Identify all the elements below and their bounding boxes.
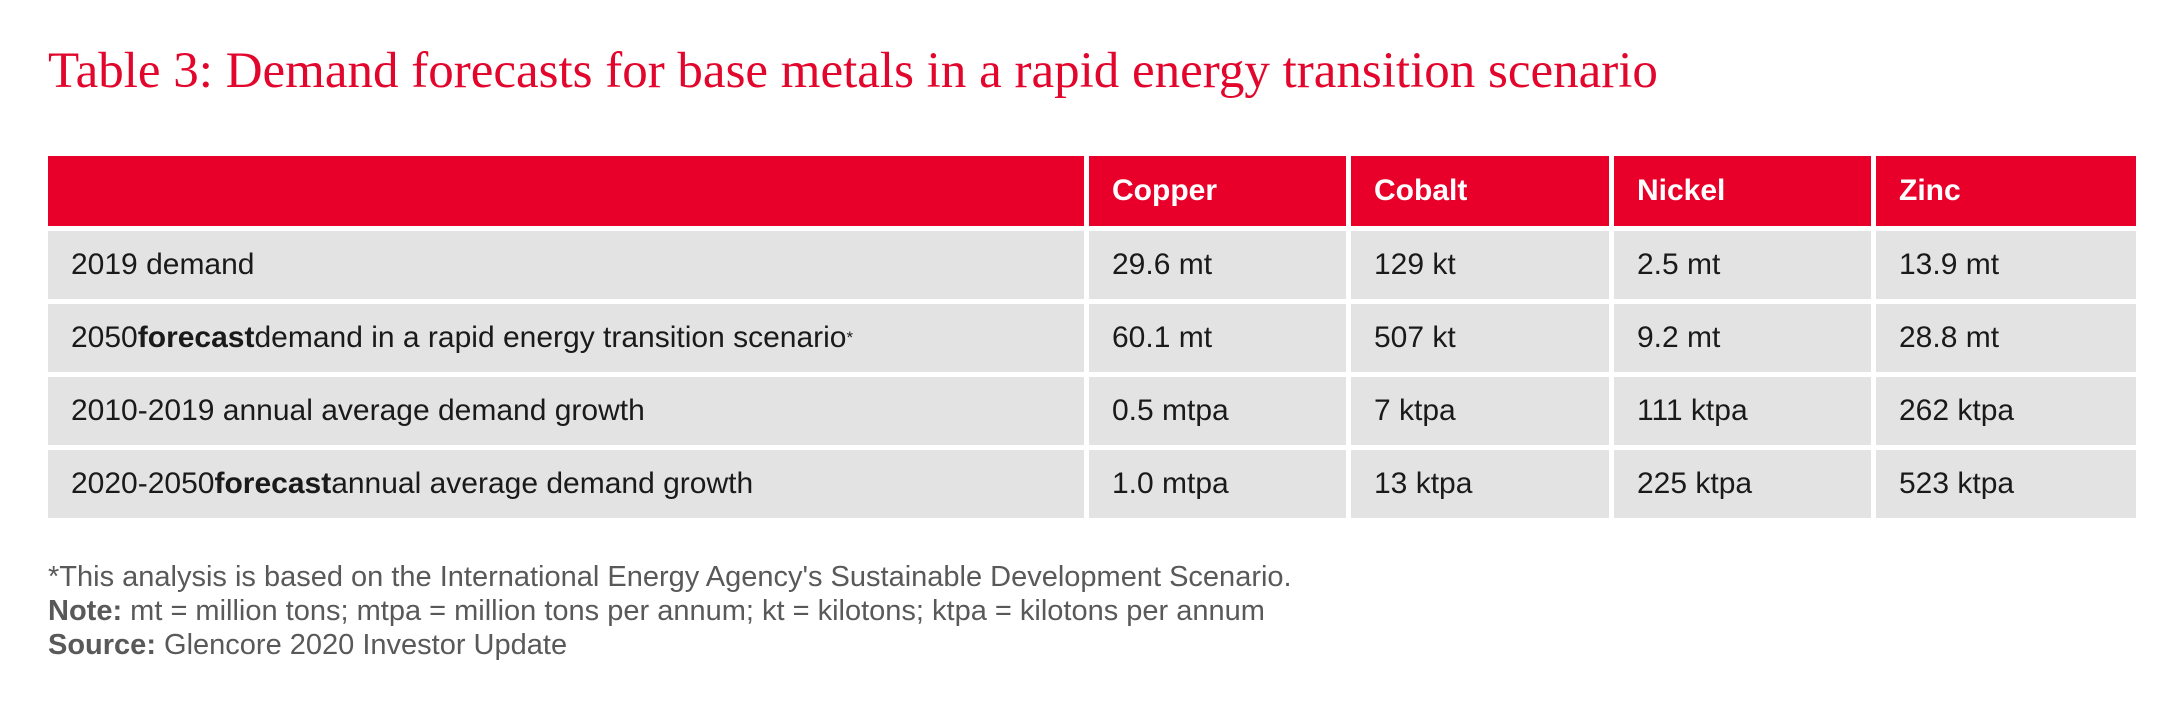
cell-copper: 29.6 mt xyxy=(1089,231,1346,299)
cell-cobalt: 7 ktpa xyxy=(1351,377,1609,445)
table-row: 2050 forecast demand in a rapid energy t… xyxy=(48,304,2136,377)
source-text: Glencore 2020 Investor Update xyxy=(155,629,568,661)
cell-zinc: 28.8 mt xyxy=(1876,304,2136,372)
row-label-text: 2020-2050 xyxy=(71,467,215,500)
row-label: 2019 demand xyxy=(48,231,1084,299)
cell-cobalt: 13 ktpa xyxy=(1351,450,1609,518)
source-label: Source: xyxy=(48,629,156,661)
header-cell-zinc: Zinc xyxy=(1876,156,2136,226)
note-text: mt = million tons; mtpa = million tons p… xyxy=(122,595,1265,627)
row-label-text: 2050 xyxy=(71,321,138,354)
header-cell-label xyxy=(48,156,1084,226)
cell-zinc: 262 ktpa xyxy=(1876,377,2136,445)
cell-nickel: 225 ktpa xyxy=(1614,450,1871,518)
cell-nickel: 9.2 mt xyxy=(1614,304,1871,372)
row-label-bold: forecast xyxy=(137,321,255,354)
row-label: 2050 forecast demand in a rapid energy t… xyxy=(48,304,1084,372)
cell-copper: 60.1 mt xyxy=(1089,304,1346,372)
cell-copper: 1.0 mtpa xyxy=(1089,450,1346,518)
row-label-text: 2019 demand xyxy=(71,248,255,281)
table-notes: *This analysis is based on the Internati… xyxy=(48,560,1292,662)
row-label-rest: annual average demand growth xyxy=(331,467,754,500)
cell-cobalt: 507 kt xyxy=(1351,304,1609,372)
row-label-text: 2010-2019 annual average demand growth xyxy=(71,394,645,427)
row-label: 2020-2050 forecast annual average demand… xyxy=(48,450,1084,518)
header-cell-copper: Copper xyxy=(1089,156,1346,226)
cell-nickel: 2.5 mt xyxy=(1614,231,1871,299)
table-row: 2010-2019 annual average demand growth 0… xyxy=(48,377,2136,450)
row-label: 2010-2019 annual average demand growth xyxy=(48,377,1084,445)
cell-nickel: 111 ktpa xyxy=(1614,377,1871,445)
note-label: Note: xyxy=(48,595,123,627)
table-row: 2020-2050 forecast annual average demand… xyxy=(48,450,2136,523)
cell-cobalt: 129 kt xyxy=(1351,231,1609,299)
table-header-row: Copper Cobalt Nickel Zinc xyxy=(48,156,2136,231)
cell-zinc: 13.9 mt xyxy=(1876,231,2136,299)
row-label-bold: forecast xyxy=(214,467,332,500)
cell-copper: 0.5 mtpa xyxy=(1089,377,1346,445)
table-title: Table 3: Demand forecasts for base metal… xyxy=(48,43,1658,99)
source-line: Source: Glencore 2020 Investor Update xyxy=(48,628,1292,662)
table-row: 2019 demand 29.6 mt 129 kt 2.5 mt 13.9 m… xyxy=(48,231,2136,304)
cell-zinc: 523 ktpa xyxy=(1876,450,2136,518)
demand-forecast-table: Copper Cobalt Nickel Zinc 2019 demand 29… xyxy=(48,156,2136,523)
row-label-rest: demand in a rapid energy transition scen… xyxy=(254,321,847,354)
header-cell-nickel: Nickel xyxy=(1614,156,1871,226)
footnote: *This analysis is based on the Internati… xyxy=(48,561,1292,593)
header-cell-cobalt: Cobalt xyxy=(1351,156,1609,226)
note-line: Note: mt = million tons; mtpa = million … xyxy=(48,594,1292,628)
